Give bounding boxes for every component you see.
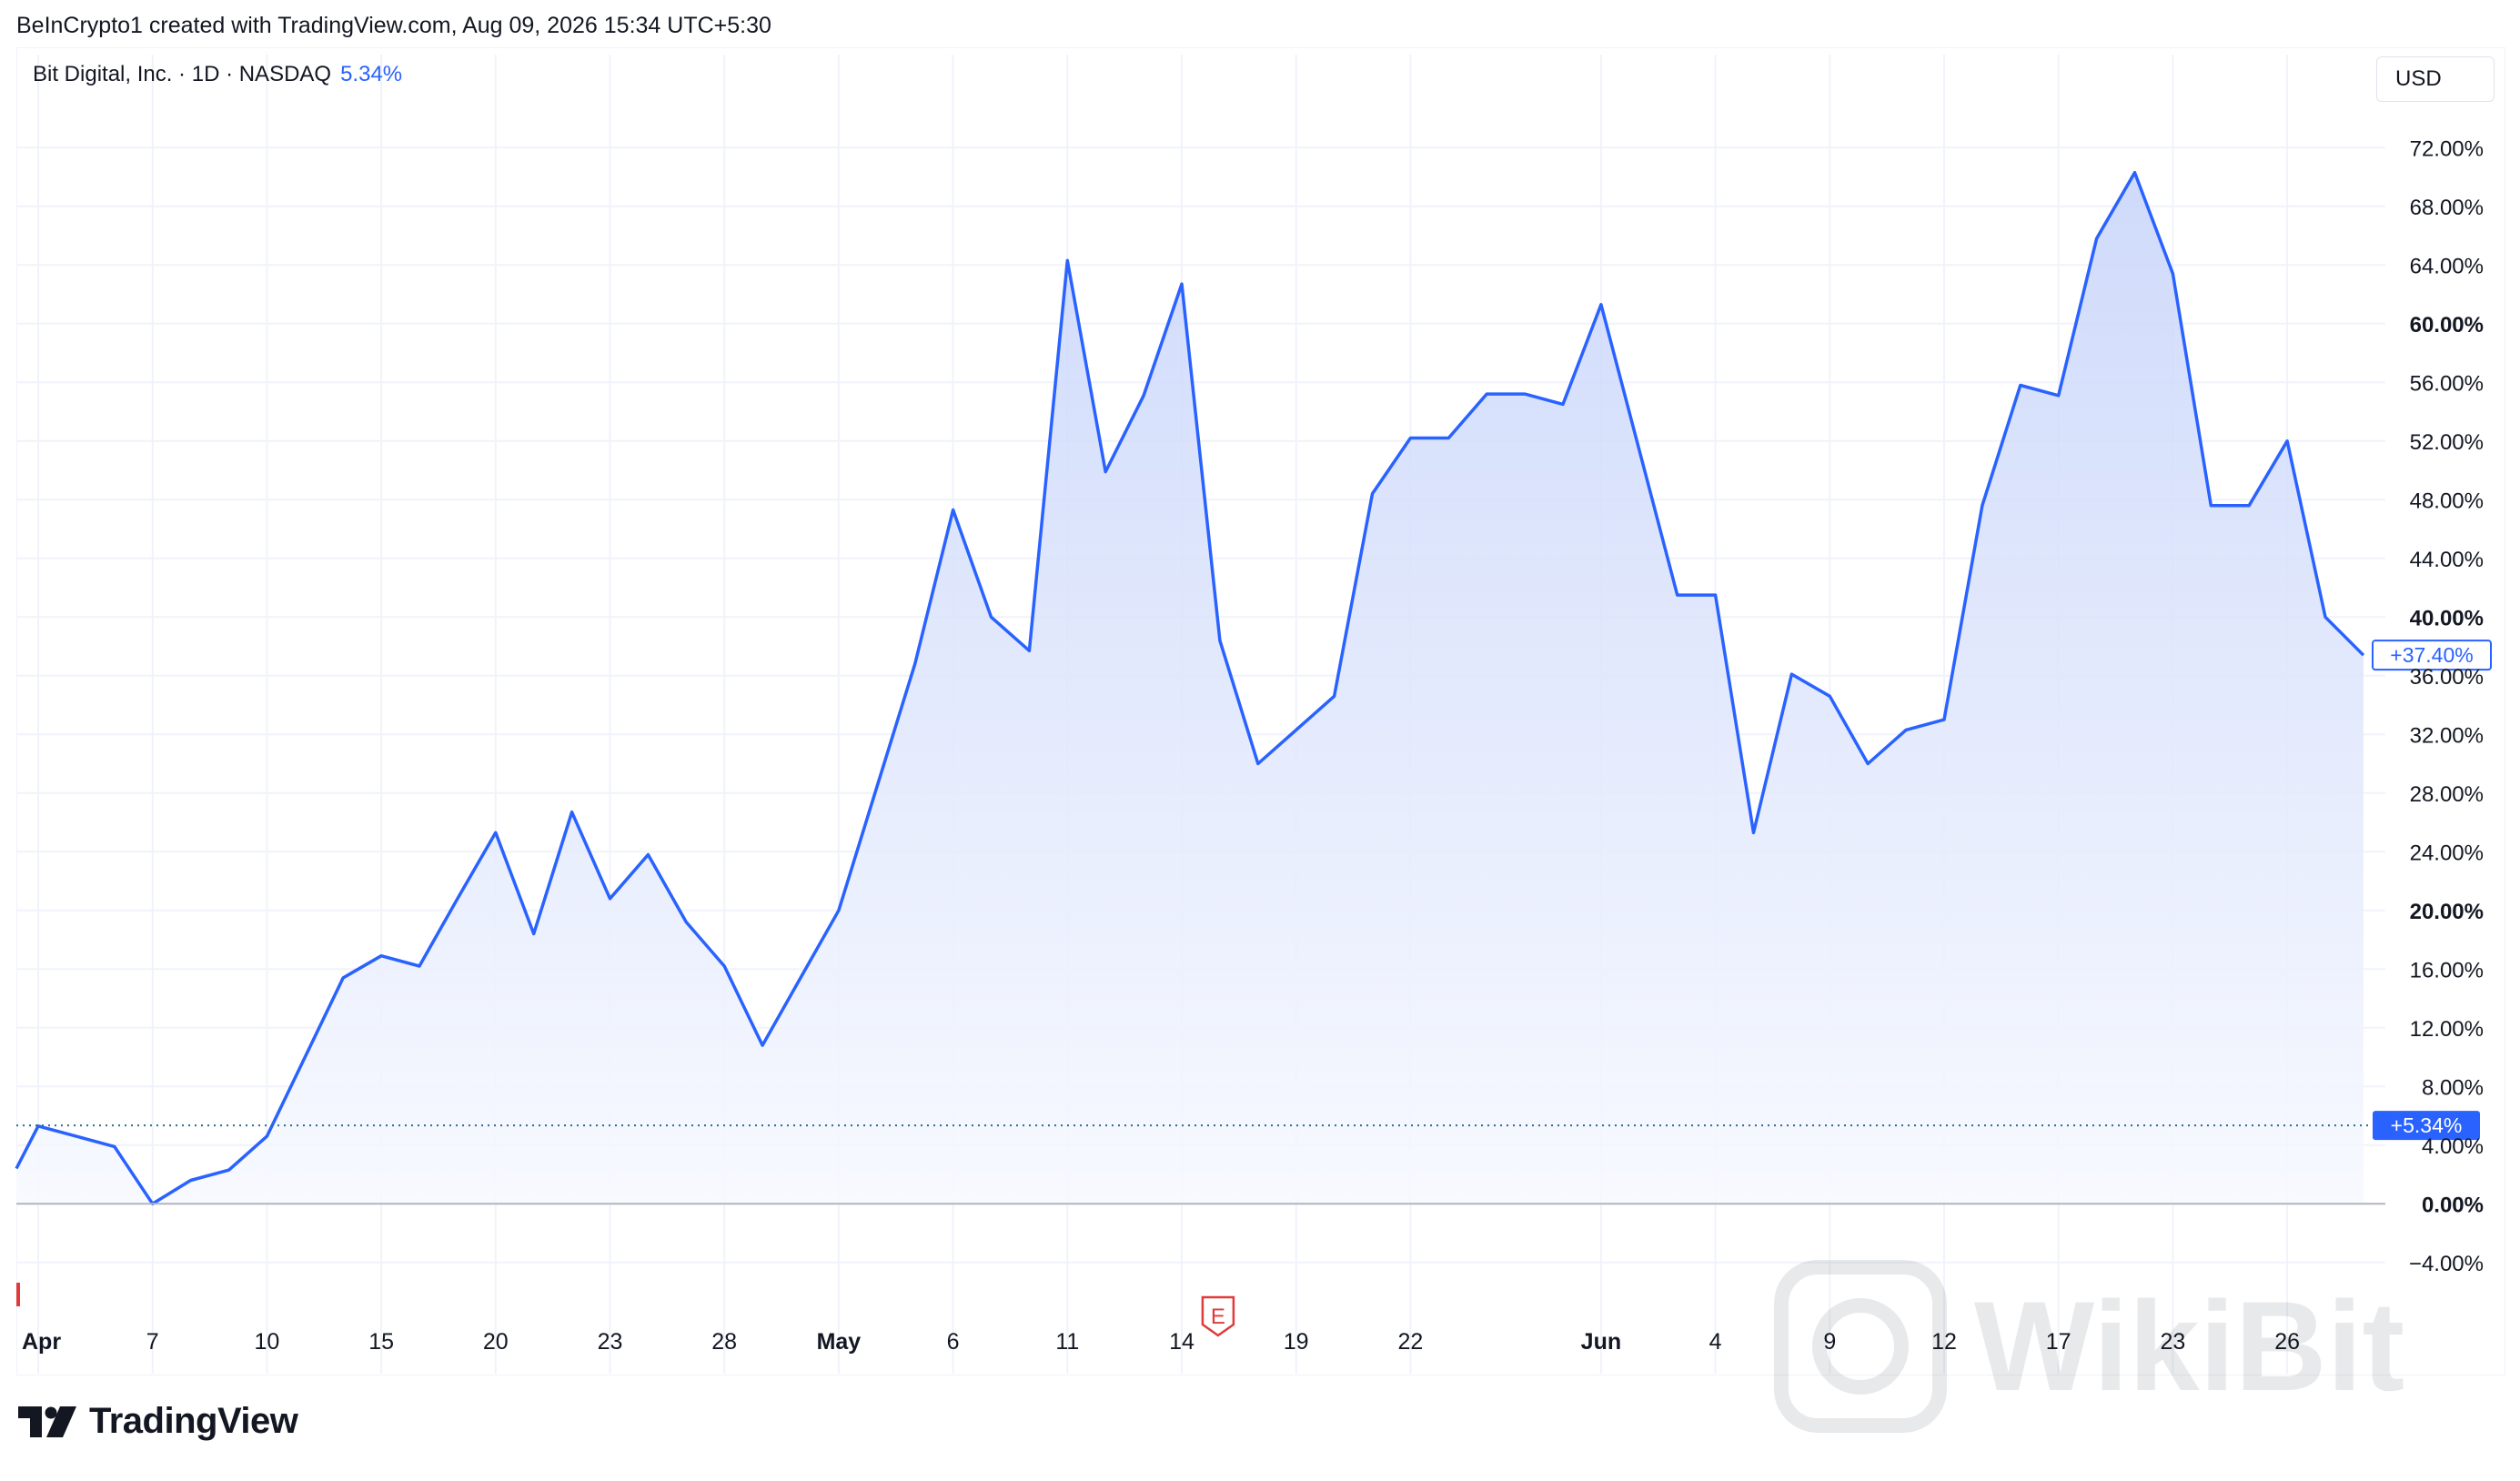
watermark-text: WikiBit	[1974, 1274, 2405, 1417]
x-tick-label: 10	[254, 1329, 279, 1355]
x-tick-label: 12	[1931, 1329, 1957, 1355]
marker-layer: E	[16, 1283, 1235, 1337]
chart-credit: BeInCrypto1 created with TradingView.com…	[16, 13, 771, 38]
x-tick-label: 15	[368, 1329, 394, 1355]
watermark: WikiBit	[1774, 1260, 2404, 1433]
x-tick-label: Apr	[22, 1329, 61, 1355]
y-tick-label: 52.00%	[2410, 430, 2484, 455]
tradingview-logo[interactable]: TradingView	[18, 1401, 298, 1442]
x-tick-label: 6	[947, 1329, 960, 1355]
chart-legend: Bit Digital, Inc. · 1D · NASDAQ 5.34%	[33, 62, 402, 87]
y-tick-label: 12.00%	[2410, 1017, 2484, 1042]
legend-change: 5.34%	[340, 62, 403, 86]
y-tick-label: 48.00%	[2410, 489, 2484, 513]
y-tick-label: 16.00%	[2410, 958, 2484, 982]
y-tick-label: 8.00%	[2422, 1075, 2484, 1100]
y-tick-label: 56.00%	[2410, 371, 2484, 396]
chart-frame	[16, 47, 2505, 1375]
x-tick-label: 28	[711, 1329, 737, 1355]
x-tick-label: 4	[1709, 1329, 1722, 1355]
left-event-marker	[16, 1283, 20, 1306]
x-tick-label: 9	[1823, 1329, 1836, 1355]
x-tick-label: Jun	[1581, 1329, 1621, 1355]
y-tick-label: 68.00%	[2410, 196, 2484, 220]
y-axis: 72.00% 68.00% 64.00% 60.00% 56.00% 52.00% 48.0…	[2409, 136, 2484, 1276]
y-tick-label: 60.00%	[2410, 313, 2484, 338]
reference-badge	[2373, 1111, 2480, 1141]
y-tick-label: 32.00%	[2410, 723, 2484, 748]
x-tick-label: 22	[1397, 1329, 1423, 1355]
earnings-marker[interactable]	[1201, 1295, 1235, 1337]
earnings-marker-label: E	[1211, 1305, 1225, 1329]
x-tick-label: 19	[1284, 1329, 1309, 1355]
x-tick-label: 23	[2160, 1329, 2185, 1355]
y-tick-label: 28.00%	[2410, 782, 2484, 807]
x-tick-label: 23	[598, 1329, 623, 1355]
x-axis: Apr 7 10 15 20 23 28 May 6 11 14 19 22 Jun 4 9 12 17 23 26	[22, 1329, 2300, 1355]
x-tick-label: 7	[146, 1329, 159, 1355]
tradingview-logo-text: TradingView	[89, 1401, 298, 1441]
currency-selector[interactable]: USD	[2376, 56, 2495, 102]
x-tick-label: 11	[1055, 1329, 1079, 1355]
series-line[interactable]	[15, 170, 2365, 1206]
x-tick-label: 26	[2274, 1329, 2300, 1355]
legend-symbol: Bit Digital, Inc. · 1D · NASDAQ	[33, 62, 332, 86]
y-tick-label: 24.00%	[2410, 841, 2484, 865]
y-tick-label: 0.00%	[2422, 1193, 2484, 1217]
tradingview-logo-icon	[18, 1405, 76, 1437]
last-value-badge	[2372, 640, 2492, 671]
x-tick-label: 17	[2046, 1329, 2071, 1355]
wikibit-logo-icon	[1774, 1260, 1947, 1433]
y-tick-label: 4.00%	[2422, 1134, 2484, 1159]
x-tick-label: 20	[483, 1329, 509, 1355]
area-layer	[15, 170, 2385, 1206]
reference-badge-label: +5.34%	[2391, 1113, 2463, 1137]
y-tick-label: 20.00%	[2410, 900, 2484, 924]
x-tick-label: May	[817, 1329, 862, 1355]
y-tick-label: 36.00%	[2410, 665, 2484, 690]
area-fill	[16, 172, 2364, 1204]
y-tick-label: 44.00%	[2410, 548, 2484, 572]
y-tick-label: 64.00%	[2410, 254, 2484, 278]
y-tick-label: 72.00%	[2410, 136, 2484, 161]
x-tick-label: 14	[1169, 1329, 1194, 1355]
y-tick-label: 40.00%	[2410, 606, 2484, 630]
last-value-badge-label: +37.40%	[2390, 643, 2473, 667]
reference-layer: +5.34% +37.40%	[16, 640, 2492, 1141]
y-tick-label: −4.00%	[2409, 1252, 2484, 1276]
